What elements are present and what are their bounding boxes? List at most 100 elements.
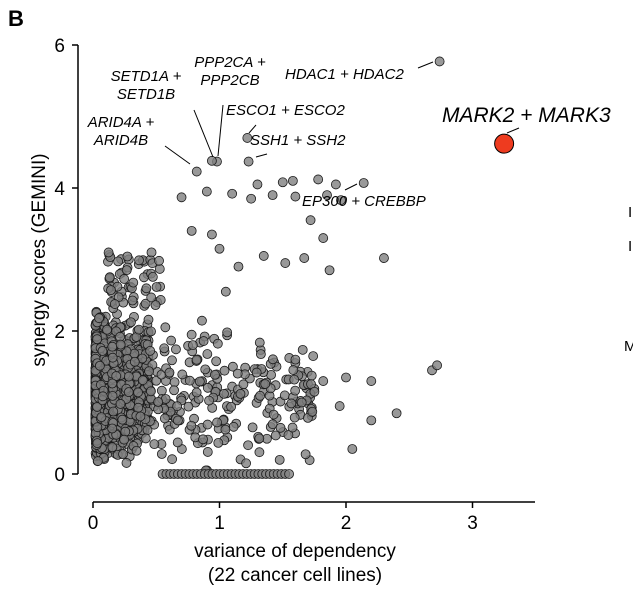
data-point <box>255 349 266 360</box>
data-point <box>92 402 103 412</box>
data-point <box>92 422 103 433</box>
data-point <box>97 346 108 356</box>
data-point <box>212 417 222 428</box>
data-point-zero <box>284 469 294 479</box>
data-point-sparse <box>336 195 346 206</box>
data-point <box>107 423 118 434</box>
data-point <box>109 299 120 309</box>
data-point-sparse <box>366 415 377 426</box>
data-point <box>118 449 128 460</box>
data-point <box>173 415 183 426</box>
data-point-sparse <box>313 174 324 185</box>
data-point-sparse <box>220 286 231 297</box>
points-layer <box>90 56 515 479</box>
data-point-labeled <box>243 156 254 167</box>
data-point <box>97 391 108 402</box>
data-point <box>183 401 194 412</box>
data-point <box>111 371 122 381</box>
annotation-label: EP300 + CREBBP <box>302 193 426 210</box>
annotation-label: ARID4B <box>93 132 148 149</box>
data-point-sparse <box>432 360 442 371</box>
data-point <box>119 274 130 284</box>
data-point <box>186 420 197 431</box>
data-point <box>194 376 205 387</box>
data-point <box>202 349 213 359</box>
data-point <box>238 379 249 390</box>
data-point <box>171 344 181 355</box>
data-point <box>120 426 131 437</box>
data-point <box>219 388 229 399</box>
data-point-sparse <box>176 192 187 203</box>
data-point <box>141 283 152 294</box>
data-point <box>200 364 211 375</box>
data-point-sparse <box>322 190 332 201</box>
y-tick-label: 2 <box>54 322 65 343</box>
data-point <box>137 375 148 386</box>
data-point <box>198 336 209 346</box>
y-axis-title: synergy scores (GEMINI) <box>29 153 50 366</box>
data-point-labeled <box>207 155 217 166</box>
data-point-sparse <box>267 190 278 201</box>
data-point <box>286 398 297 409</box>
y-tick-label: 4 <box>54 179 65 200</box>
data-point <box>104 272 115 283</box>
data-point <box>289 412 300 423</box>
data-point <box>297 344 308 355</box>
annotation-leader <box>255 153 268 158</box>
data-point <box>243 440 253 451</box>
axes <box>77 45 535 503</box>
data-point-sparse <box>299 253 310 263</box>
data-point <box>121 265 132 276</box>
data-point <box>290 385 301 396</box>
data-point <box>156 449 167 459</box>
data-point-labeled <box>191 166 202 177</box>
data-point <box>211 356 222 367</box>
data-point <box>186 329 197 340</box>
data-point <box>289 374 300 385</box>
data-point <box>115 339 126 350</box>
data-point <box>150 300 161 311</box>
data-point <box>123 371 134 382</box>
data-point-sparse <box>186 225 197 236</box>
annotation-label: HDAC1 + HDAC2 <box>285 66 404 83</box>
data-point <box>283 430 294 440</box>
annotation-label: PPP2CA + <box>194 54 266 71</box>
data-point <box>102 324 112 335</box>
data-point <box>204 395 214 406</box>
data-point <box>228 421 239 432</box>
data-point-sparse <box>341 372 351 383</box>
data-point <box>123 387 134 398</box>
data-point <box>145 345 156 356</box>
data-point <box>287 422 298 433</box>
data-point <box>146 247 157 258</box>
data-point <box>197 315 207 326</box>
data-point <box>172 437 183 448</box>
data-point <box>202 447 213 457</box>
data-point <box>154 264 165 274</box>
x-tick-label: 1 <box>214 513 225 534</box>
leader-lines <box>164 61 520 191</box>
data-point <box>107 442 118 453</box>
data-point <box>198 434 208 445</box>
data-point <box>254 447 265 458</box>
data-point <box>160 322 171 333</box>
data-point <box>128 277 139 288</box>
y-tick-label: 6 <box>54 36 65 57</box>
annotation-label: ESCO1 + ESCO2 <box>226 102 345 119</box>
data-point <box>254 433 265 444</box>
data-point <box>107 391 118 401</box>
data-point <box>146 326 156 337</box>
data-point <box>103 247 114 258</box>
data-point <box>121 458 132 468</box>
annotation-leader <box>344 183 358 191</box>
data-point-sparse <box>305 215 316 226</box>
annotation-label: SETD1B <box>117 86 175 103</box>
panel-label: B <box>8 6 24 31</box>
data-point <box>92 334 103 345</box>
data-point-sparse <box>287 175 298 186</box>
highlight-leader <box>506 127 520 134</box>
annotation-label: SETD1A + <box>111 68 182 85</box>
annotation-leader <box>193 109 214 158</box>
edge-fragment-3: M <box>624 338 633 355</box>
